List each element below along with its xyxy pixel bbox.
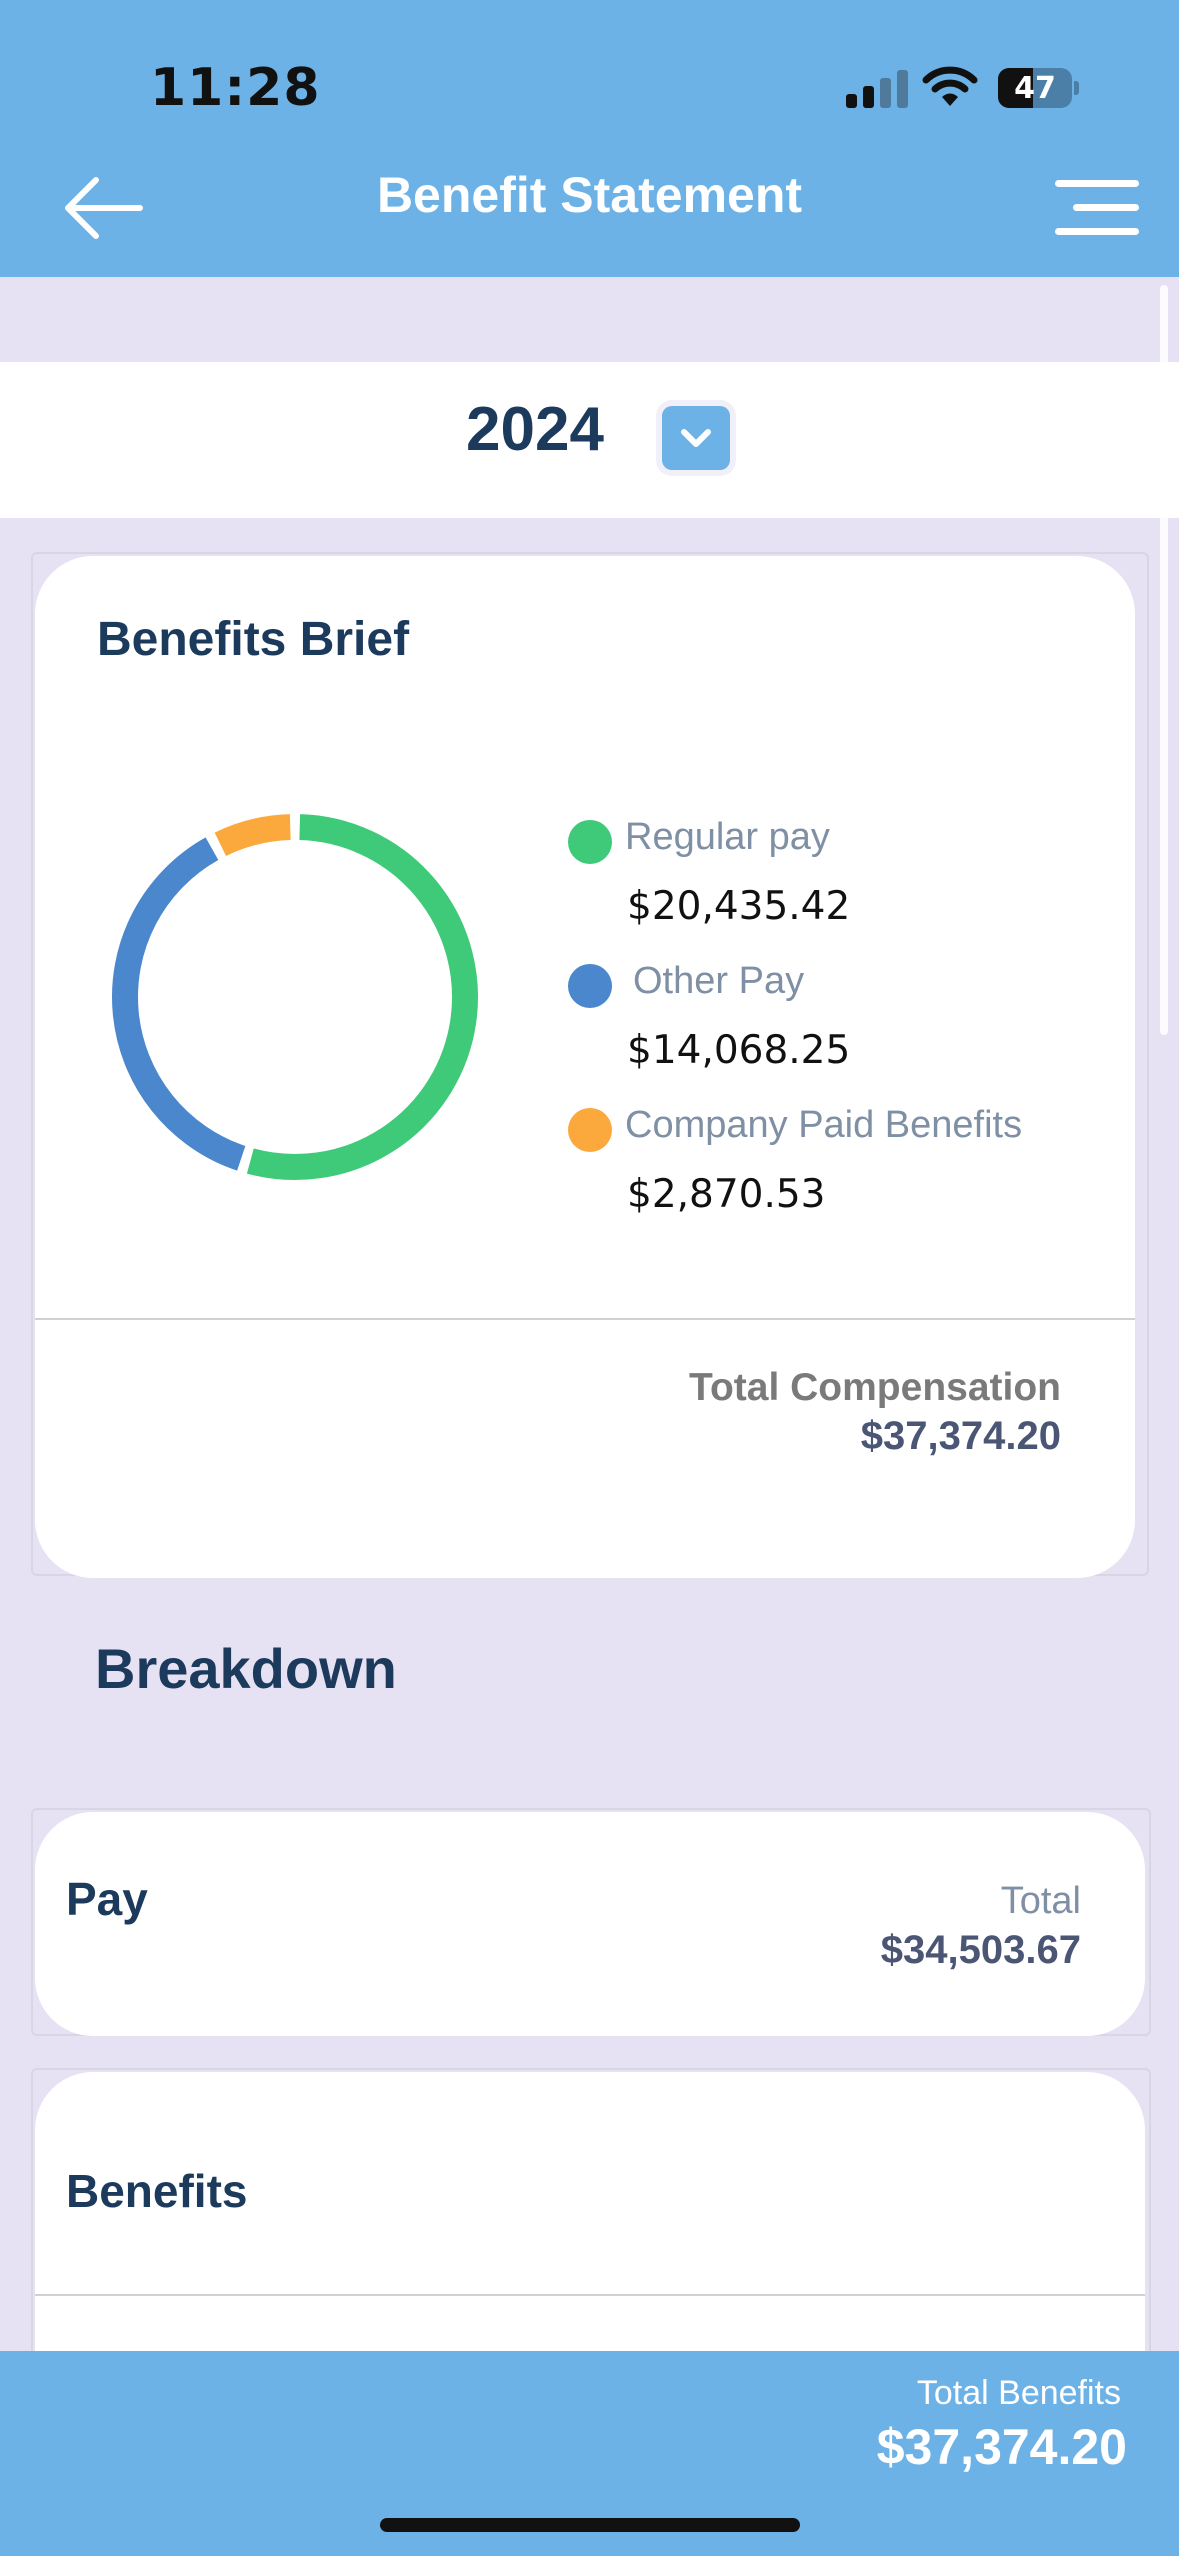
legend-label-other-pay: Other Pay xyxy=(633,960,805,1002)
brief-divider xyxy=(35,1318,1135,1320)
legend-value-company-paid-benefits: $2,870.53 xyxy=(627,1172,826,1217)
total-benefits-label: Total Benefits xyxy=(916,2374,1121,2412)
breakdown-title: Breakdown xyxy=(95,1637,397,1700)
pay-title: Pay xyxy=(66,1873,148,1925)
total-benefits-value: $37,374.20 xyxy=(876,2419,1127,2475)
year-dropdown-button[interactable] xyxy=(662,406,730,470)
legend-value-regular-pay: $20,435.42 xyxy=(627,884,851,929)
page-title: Benefit Statement xyxy=(376,167,803,223)
battery-cap xyxy=(1074,81,1079,95)
year-selector-band xyxy=(0,362,1179,518)
battery-icon: 47 xyxy=(998,68,1072,108)
donut-slice-regular-pay xyxy=(246,814,478,1180)
cellular-signal-icon xyxy=(846,68,908,108)
chevron-down-icon xyxy=(681,429,711,447)
legend-label-company-paid-benefits: Company Paid Benefits xyxy=(625,1104,1023,1146)
battery-level: 47 xyxy=(1014,70,1056,106)
pay-card[interactable] xyxy=(35,1812,1145,2036)
total-compensation-value: $37,374.20 xyxy=(860,1414,1061,1458)
home-indicator[interactable] xyxy=(380,2518,800,2532)
donut-slice-other-pay xyxy=(112,837,246,1171)
benefits-brief-card xyxy=(35,556,1135,1578)
legend-label-regular-pay: Regular pay xyxy=(625,816,830,858)
back-arrow-icon[interactable] xyxy=(60,172,144,244)
pay-total-value: $34,503.67 xyxy=(880,1928,1081,1972)
benefits-title: Benefits xyxy=(66,2165,248,2217)
legend-value-other-pay: $14,068.25 xyxy=(627,1028,851,1073)
total-compensation-label: Total Compensation xyxy=(689,1366,1061,1409)
hamburger-menu-icon[interactable] xyxy=(1055,176,1139,240)
scrollbar[interactable] xyxy=(1160,285,1168,1035)
compensation-donut-chart xyxy=(112,814,478,1180)
wifi-icon xyxy=(922,66,978,106)
status-time: 11:28 xyxy=(150,58,321,118)
selected-year[interactable]: 2024 xyxy=(466,395,604,464)
benefits-divider xyxy=(35,2294,1145,2296)
legend-dot-company-paid-benefits xyxy=(568,1108,612,1152)
legend-dot-regular-pay xyxy=(568,820,612,864)
app-header xyxy=(0,0,1179,277)
donut-slice-company-paid-benefits xyxy=(214,814,291,857)
benefits-brief-title: Benefits Brief xyxy=(97,613,410,666)
pay-total-label: Total xyxy=(1000,1880,1081,1922)
legend-dot-other-pay xyxy=(568,964,612,1008)
